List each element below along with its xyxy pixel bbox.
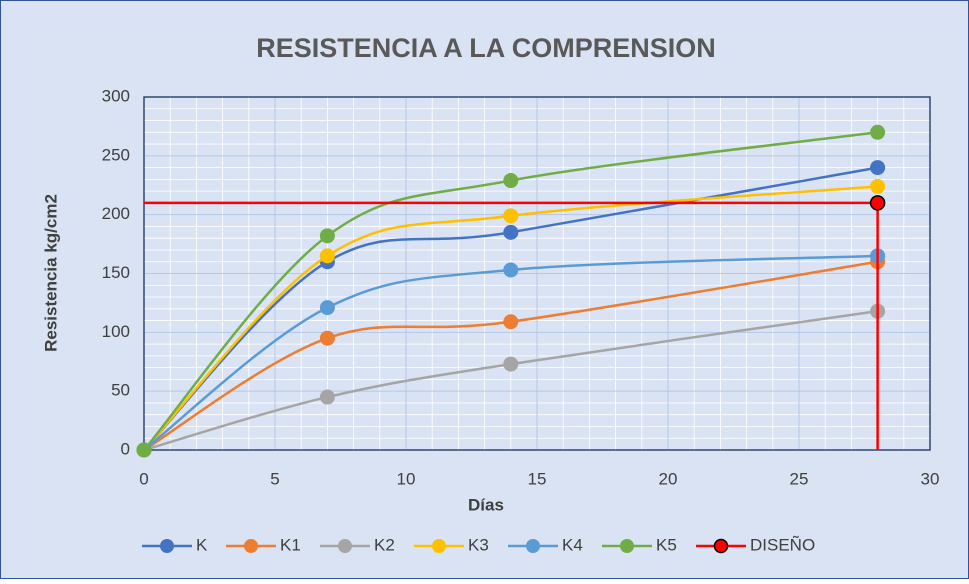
legend-marker	[620, 539, 634, 553]
x-tick-label: 5	[270, 469, 279, 488]
legend-marker	[713, 538, 729, 554]
y-tick-label: 200	[102, 204, 130, 223]
data-point	[503, 262, 519, 278]
x-tick-label: 25	[790, 469, 809, 488]
chart-title: RESISTENCIA A LA COMPRENSION	[256, 33, 716, 63]
legend-label: DISEÑO	[750, 535, 815, 554]
data-point	[503, 208, 519, 224]
data-point	[503, 173, 519, 189]
series-line	[143, 131, 878, 451]
data-point	[870, 124, 886, 140]
y-tick-label: 150	[102, 263, 130, 282]
legend-marker	[338, 539, 352, 553]
series-line	[143, 260, 878, 452]
x-tick-label: 30	[921, 469, 940, 488]
y-tick-label: 0	[121, 439, 130, 458]
y-tick-label: 250	[102, 145, 130, 164]
x-tick-label: 0	[139, 469, 148, 488]
data-point	[503, 224, 519, 240]
legend-marker	[244, 539, 258, 553]
x-tick-label: 15	[528, 469, 547, 488]
y-axis-label: Resistencia kg/cm2	[41, 194, 60, 352]
y-tick-label: 300	[102, 86, 130, 105]
data-point	[503, 314, 519, 330]
legend-label: K4	[562, 535, 583, 554]
y-tick-label: 100	[102, 322, 130, 341]
legend-label: K	[196, 535, 208, 554]
plot-border	[143, 96, 931, 451]
x-axis-label: Días	[468, 495, 504, 514]
legend-label: K1	[280, 535, 301, 554]
legend-label: K3	[468, 535, 489, 554]
data-point	[869, 195, 886, 211]
legend-label: K2	[374, 535, 395, 554]
series-line	[143, 254, 878, 451]
data-point	[503, 356, 519, 372]
x-tick-label: 10	[397, 469, 416, 488]
x-tick-label: 20	[659, 469, 678, 488]
data-point	[319, 300, 335, 316]
data-point	[319, 248, 335, 264]
data-point	[319, 228, 335, 244]
series-line	[143, 185, 878, 451]
legend-marker	[432, 539, 446, 553]
data-point	[870, 178, 886, 194]
data-point	[136, 442, 152, 458]
series-line	[143, 166, 878, 451]
legend-marker	[526, 539, 540, 553]
y-tick-label: 50	[111, 381, 130, 400]
data-point	[319, 330, 335, 346]
data-point	[319, 389, 335, 405]
series-line	[143, 309, 878, 452]
data-point	[870, 160, 886, 176]
legend-marker	[160, 539, 174, 553]
legend-label: K5	[656, 535, 677, 554]
